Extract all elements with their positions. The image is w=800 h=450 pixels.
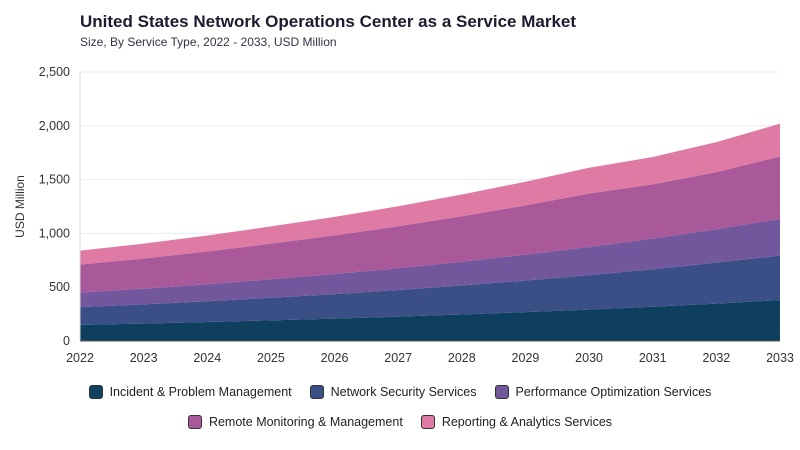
- y-tick-label-2: 1,000: [39, 226, 70, 240]
- legend-swatch-1: [309, 385, 324, 399]
- legend-row-2: Remote Monitoring & Management Reporting …: [0, 415, 800, 429]
- area-series-3: [80, 156, 780, 293]
- y-tick-label-4: 2,000: [39, 119, 70, 133]
- x-tick-label-2: 2024: [193, 351, 221, 365]
- x-tick-label-10: 2032: [702, 351, 730, 365]
- legend-item-4: Reporting & Analytics Services: [420, 415, 613, 429]
- area-series-0: [80, 300, 780, 341]
- x-tick-label-0: 2022: [66, 351, 94, 365]
- x-tick-label-4: 2026: [321, 351, 349, 365]
- legend-item-3: Remote Monitoring & Management: [187, 415, 403, 429]
- legend-item-0: Incident & Problem Management: [88, 385, 292, 399]
- area-series-1: [80, 255, 780, 325]
- x-tick-label-3: 2025: [257, 351, 285, 365]
- legend-row-1: Incident & Problem Management Network Sec…: [0, 385, 800, 399]
- x-tick-label-11: 2033: [766, 351, 794, 365]
- x-tick-label-6: 2028: [448, 351, 476, 365]
- x-tick-label-5: 2027: [384, 351, 412, 365]
- legend-swatch-0: [88, 385, 103, 399]
- legend-label-1: Network Security Services: [330, 385, 477, 399]
- y-tick-label-5: 2,500: [39, 65, 70, 79]
- legend-swatch-3: [187, 415, 202, 429]
- legend-label-0: Incident & Problem Management: [109, 385, 292, 399]
- legend-label-4: Reporting & Analytics Services: [441, 415, 613, 429]
- x-tick-label-7: 2029: [512, 351, 540, 365]
- area-series-4: [80, 123, 780, 265]
- y-tick-label-1: 500: [49, 280, 70, 294]
- area-series-2: [80, 218, 780, 308]
- legend-item-2: Performance Optimization Services: [494, 385, 712, 399]
- legend-label-2: Performance Optimization Services: [515, 385, 712, 399]
- legend-swatch-4: [420, 415, 435, 429]
- x-tick-label-8: 2030: [575, 351, 603, 365]
- chart-title: United States Network Operations Center …: [80, 12, 577, 31]
- legend-item-1: Network Security Services: [309, 385, 477, 399]
- y-axis-title: USD Million: [13, 175, 27, 238]
- x-tick-label-1: 2023: [130, 351, 158, 365]
- legend-swatch-2: [494, 385, 509, 399]
- x-tick-label-9: 2031: [639, 351, 667, 365]
- chart-subtitle: Size, By Service Type, 2022 - 2033, USD …: [80, 35, 337, 49]
- y-tick-label-0: 0: [63, 334, 70, 348]
- legend-label-3: Remote Monitoring & Management: [208, 415, 403, 429]
- y-tick-label-3: 1,500: [39, 173, 70, 187]
